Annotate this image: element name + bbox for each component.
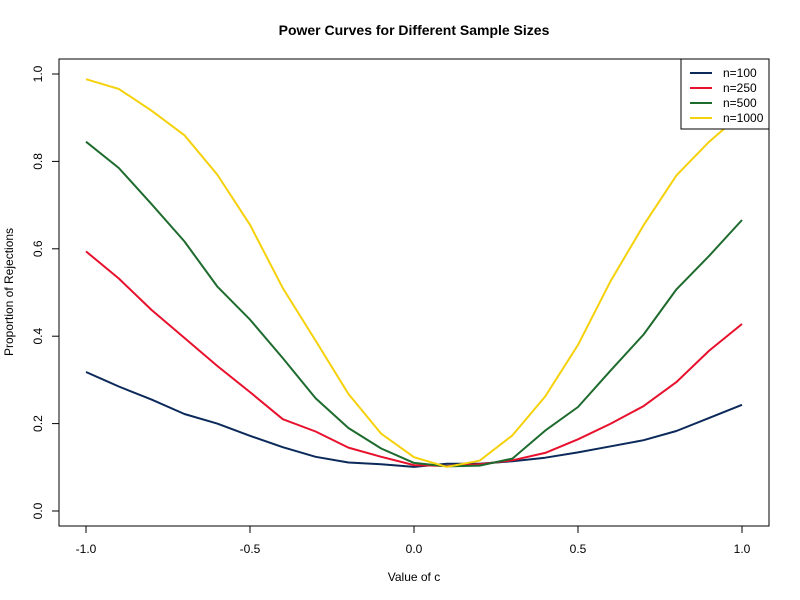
x-tick-label: 0.5 bbox=[570, 542, 587, 556]
y-tick-label: 1.0 bbox=[31, 65, 45, 82]
chart-title: Power Curves for Different Sample Sizes bbox=[279, 22, 550, 38]
x-axis: -1.0 -0.5 0.0 0.5 1.0 bbox=[76, 525, 751, 556]
series-lines bbox=[85, 78, 743, 468]
legend-label: n=500 bbox=[723, 96, 757, 110]
x-tick-label: 0.0 bbox=[406, 542, 423, 556]
series-line-n-100 bbox=[85, 371, 743, 468]
y-tick-label: 0.0 bbox=[31, 502, 45, 519]
y-tick-label: 0.8 bbox=[31, 153, 45, 170]
y-tick-label: 0.2 bbox=[31, 415, 45, 432]
series-line-n-500 bbox=[85, 140, 743, 468]
x-axis-title: Value of c bbox=[388, 570, 440, 584]
legend-label: n=1000 bbox=[723, 111, 764, 125]
series-line-n-1000 bbox=[85, 78, 743, 468]
y-tick-label: 0.6 bbox=[31, 240, 45, 257]
x-tick-label: -0.5 bbox=[240, 542, 261, 556]
y-axis-title: Proportion of Rejections bbox=[2, 228, 16, 356]
x-tick-label: 1.0 bbox=[734, 542, 751, 556]
series-line-n-250 bbox=[85, 250, 743, 467]
plot-frame bbox=[58, 58, 770, 527]
y-tick-label: 0.4 bbox=[31, 328, 45, 345]
legend-label: n=100 bbox=[723, 66, 757, 80]
y-axis: 0.0 0.2 0.4 0.6 0.8 1.0 bbox=[31, 65, 60, 519]
x-tick-label: -1.0 bbox=[76, 542, 97, 556]
legend-label: n=250 bbox=[723, 81, 757, 95]
